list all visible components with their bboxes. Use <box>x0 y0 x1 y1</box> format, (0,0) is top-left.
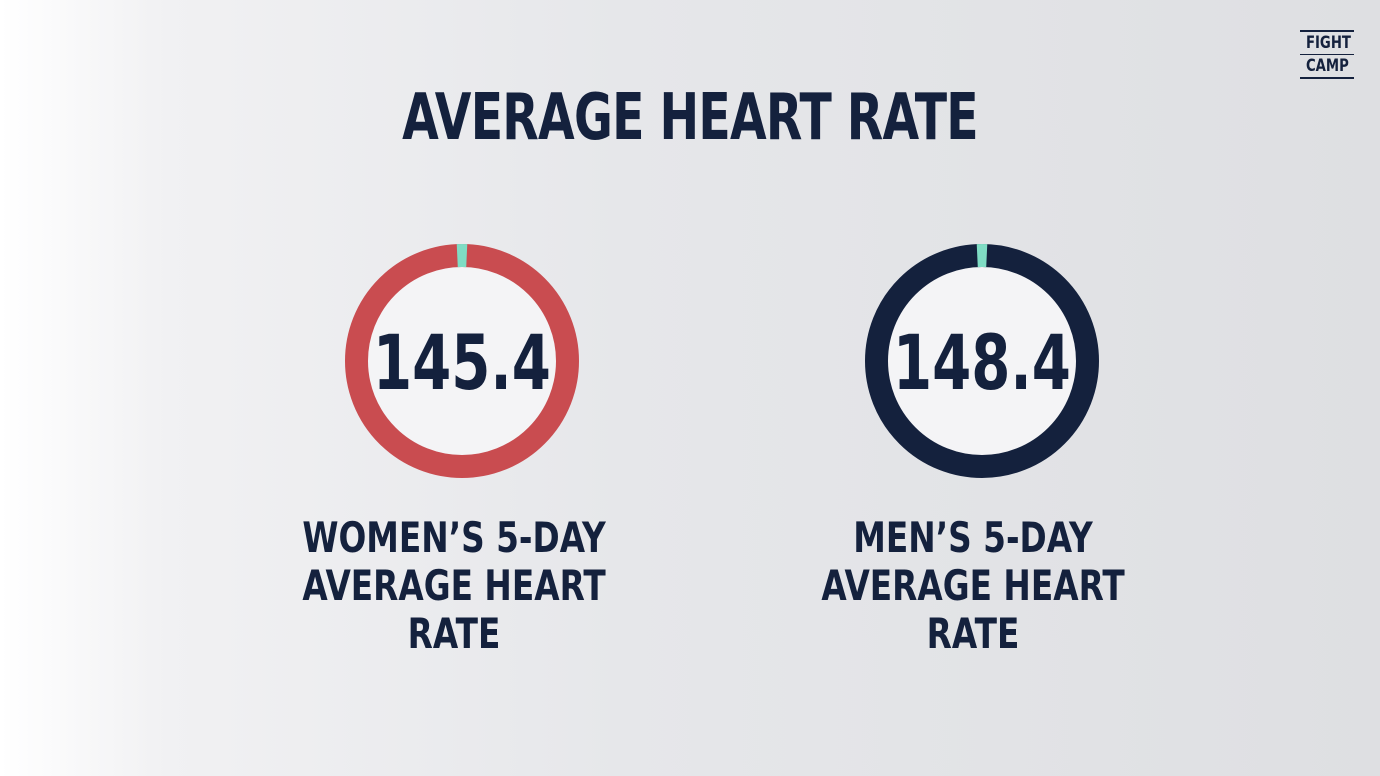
page-title: AVERAGE HEART RATE <box>402 81 979 155</box>
logo-word-2: CAMP <box>1305 56 1349 76</box>
women-gauge-center <box>368 267 556 455</box>
logo-bottom-rule <box>1300 77 1354 79</box>
women-caption-line-1: WOMEN’S 5-DAY <box>302 513 606 562</box>
men-gauge: 148.4 <box>865 244 1099 478</box>
men-caption: MEN’S 5-DAY AVERAGE HEART RATE <box>770 514 1176 658</box>
fightcamp-logo: FIGHT CAMP <box>1300 30 1354 79</box>
men-caption-line-1: MEN’S 5-DAY <box>853 513 1093 562</box>
women-caption: WOMEN’S 5-DAY AVERAGE HEART RATE <box>251 514 657 658</box>
men-gauge-center <box>888 267 1076 455</box>
women-gauge: 145.4 <box>345 244 579 478</box>
women-caption-line-2: AVERAGE HEART RATE <box>302 561 606 658</box>
men-gauge-value: 148.4 <box>893 319 1071 408</box>
logo-word-1: FIGHT <box>1305 32 1351 53</box>
men-caption-line-2: AVERAGE HEART RATE <box>821 561 1125 658</box>
logo-middle-rule <box>1300 53 1354 55</box>
logo-top-rule <box>1300 30 1354 32</box>
women-gauge-value: 145.4 <box>373 319 551 408</box>
